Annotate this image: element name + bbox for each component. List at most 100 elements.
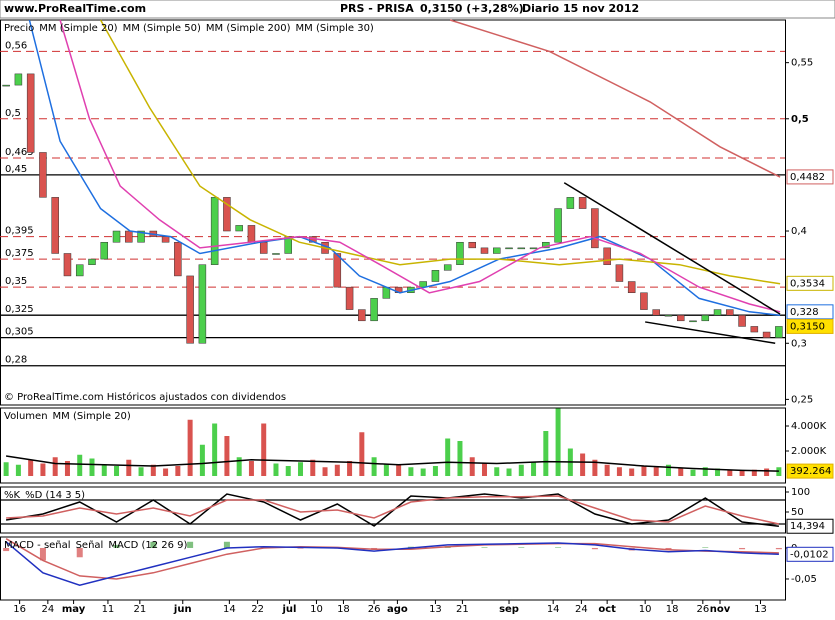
- legend-entry: MM (Simple 30): [296, 23, 374, 34]
- candle: [14, 73, 23, 86]
- histogram-bar: [76, 547, 83, 558]
- candle: [272, 253, 280, 255]
- x-tick-label: 18: [666, 604, 679, 615]
- histogram-bar: [223, 541, 230, 548]
- volume-bar: [236, 457, 242, 476]
- y-tick-label: 0,55: [791, 58, 813, 69]
- legend-entry: Volumen: [4, 411, 48, 422]
- level-label: 0,465: [5, 147, 34, 158]
- candle: [247, 225, 256, 243]
- volume-bar: [187, 419, 193, 476]
- site: www.ProRealTime.com: [4, 2, 146, 15]
- candle: [480, 247, 489, 254]
- legend-entry: %K: [4, 490, 21, 501]
- histogram-bar: [150, 541, 157, 548]
- histogram-bar: [591, 547, 598, 550]
- x-tick-label: 16: [13, 604, 26, 615]
- series-line: [99, 19, 781, 285]
- histogram-bar: [518, 547, 525, 548]
- volume-bar: [64, 461, 70, 476]
- volume-bar: [52, 457, 58, 476]
- histogram-bar: [665, 547, 672, 550]
- candle: [591, 208, 599, 249]
- candle: [517, 247, 526, 250]
- candle: [726, 309, 734, 316]
- x-tick-label: 10: [310, 604, 323, 615]
- candle: [174, 241, 182, 277]
- volume-bar: [420, 468, 426, 476]
- candle: [701, 314, 710, 322]
- candle: [39, 152, 47, 198]
- level-label: 0,45: [5, 164, 27, 175]
- price-marker-label: 392.264: [790, 466, 831, 477]
- x-tick-label: 22: [251, 604, 264, 615]
- volume-bar: [310, 459, 316, 476]
- volume-bar: [751, 469, 757, 476]
- price-marker: [786, 275, 834, 291]
- volume-bar: [15, 464, 21, 476]
- candle: [640, 292, 648, 310]
- candle: [198, 264, 207, 344]
- candle: [456, 241, 464, 265]
- volume-bar: [555, 408, 561, 476]
- level-label: 0,56: [5, 40, 27, 51]
- note: © ProRealTime.com Históricos ajustados c…: [4, 391, 286, 403]
- series-line: [5, 541, 779, 586]
- y-tick-label: 50: [791, 507, 804, 518]
- x-tick-label: nov: [710, 604, 731, 615]
- candle: [615, 264, 624, 282]
- candle: [529, 247, 538, 250]
- symbol: PRS - PRISA: [340, 2, 414, 15]
- period: Diario: [522, 2, 560, 15]
- level-label: 0,305: [5, 327, 34, 338]
- volume-bar: [359, 432, 365, 476]
- candle: [750, 326, 759, 333]
- y-tick-label: 4.000K: [791, 421, 827, 432]
- series-line: [449, 19, 781, 178]
- candle: [493, 247, 501, 254]
- candle: [210, 197, 219, 265]
- x-tick-label: 10: [639, 604, 652, 615]
- volume-bar: [408, 467, 414, 476]
- histogram-bar: [113, 544, 120, 548]
- x-tick-label: ago: [387, 604, 408, 615]
- candle: [468, 241, 476, 249]
- legend-entry: MM (Simple 20): [53, 411, 131, 422]
- series-line: [6, 495, 780, 525]
- volume-bar: [653, 467, 659, 476]
- level-label: 0,375: [5, 248, 34, 259]
- volume-bar: [212, 423, 218, 476]
- series-line: [59, 19, 781, 313]
- volume-bar: [592, 459, 598, 476]
- candle: [112, 230, 121, 243]
- volume-bar: [383, 463, 389, 476]
- volume-bar: [89, 458, 95, 476]
- candle: [554, 208, 562, 243]
- histogram-bar: [3, 547, 10, 552]
- volume-bar: [604, 464, 610, 476]
- volume-bar: [690, 469, 696, 476]
- histogram-bar: [775, 547, 782, 550]
- volume-bar: [163, 468, 169, 476]
- volume-bar: [334, 464, 340, 476]
- candle: [505, 247, 513, 250]
- price-marker-label: 0,328: [790, 307, 819, 318]
- x-tick-label: oct: [598, 604, 616, 615]
- candle: [775, 326, 783, 338]
- candle: [345, 286, 354, 310]
- volume-bar: [248, 461, 254, 476]
- candle: [358, 309, 366, 322]
- price-marker: [786, 518, 834, 534]
- volume-bar: [224, 436, 230, 476]
- candle: [431, 270, 440, 282]
- legend-entry: %D (14 3 5): [25, 490, 85, 501]
- y-tick-label: 0,4: [791, 226, 807, 237]
- candle: [88, 258, 96, 265]
- volume-bar: [3, 462, 9, 476]
- header-bar: [0, 0, 835, 19]
- x-tick-label: 26: [696, 604, 709, 615]
- y-tick-label: 0,25: [791, 394, 813, 405]
- volume-bar: [518, 464, 524, 476]
- candle: [161, 236, 170, 243]
